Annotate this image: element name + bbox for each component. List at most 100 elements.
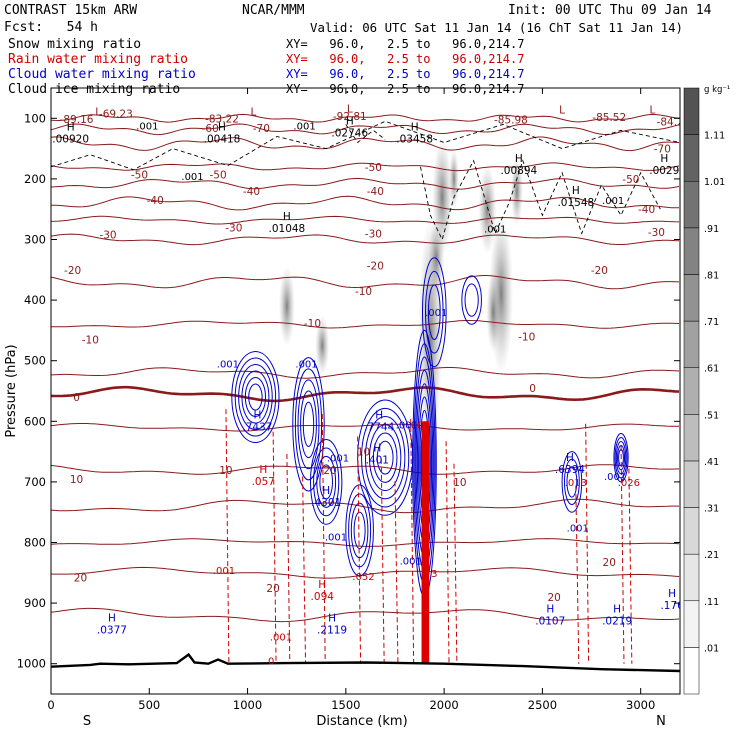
temperature-label: 10 [219, 465, 232, 477]
snow-shade-blob [486, 272, 501, 353]
contour-value-label: .001 [484, 225, 506, 236]
rain-water-core [421, 421, 425, 664]
cloud-water-contour [566, 466, 578, 498]
colorbar-swatch [683, 320, 700, 368]
cloud-water-contour [361, 407, 410, 508]
rain-water-contour [410, 418, 415, 664]
colorbar-swatch [683, 647, 700, 695]
colorbar-label: 1.01 [704, 177, 725, 188]
temperature-contour-line [51, 123, 680, 136]
cloud-water-contour [309, 439, 343, 525]
colorbar-swatch [683, 553, 700, 602]
y-axis-label: Pressure (hPa) [4, 344, 19, 437]
cloud-water-contour [348, 493, 372, 568]
contour-value-label: .001 [270, 632, 292, 643]
max-marker-h: H [373, 443, 381, 455]
max-marker-h: H [668, 588, 676, 600]
cloud-water-contour [297, 379, 320, 470]
temperature-label: -20 [367, 261, 384, 273]
temperature-label: 20 [603, 557, 616, 569]
rain-water-contour [453, 463, 458, 664]
contour-value-label: .001 [213, 566, 235, 577]
max-marker-h: H [283, 211, 291, 223]
cloud-water-contour [561, 451, 583, 513]
cloud-water-contour [376, 440, 394, 475]
temperature-label: -92.81 [333, 111, 367, 123]
max-marker-value: .02746 [331, 127, 368, 139]
colorbar-swatch [683, 600, 700, 648]
snow-shade-blob [432, 137, 453, 258]
temperature-label: -85.52 [592, 112, 626, 124]
cloud-water-contour [372, 432, 398, 483]
y-tick-label: 100 [24, 111, 46, 125]
max-marker-h: H [218, 121, 226, 133]
rain-water-contour [394, 481, 399, 664]
contour-value-label: .001 [327, 454, 349, 465]
max-marker-value: .401 [366, 455, 389, 467]
temperature-label: -30 [365, 228, 382, 240]
temperature-label: 20 [74, 573, 87, 585]
colorbar-label: 1.11 [704, 131, 725, 142]
max-marker-value: .01048 [269, 223, 306, 235]
max-marker-value: .0377 [97, 624, 127, 636]
colorbar-swatch [683, 274, 700, 322]
temperature-label: -69.23 [99, 108, 133, 120]
temperature-label: -85.98 [494, 115, 528, 127]
contour-value-label: .001 [425, 308, 447, 319]
temperature-label: -20 [64, 265, 81, 277]
temperature-label: -50 [131, 170, 148, 182]
colorbar-swatch [683, 460, 700, 508]
legend-rain-name: Rain water mixing ratio [8, 52, 189, 67]
max-marker-h: H [318, 579, 326, 591]
cloud-water-contour [231, 351, 280, 444]
terrain-line [51, 652, 680, 673]
colorbar-swatch [683, 414, 700, 462]
y-tick-label: 300 [24, 233, 46, 247]
rain-water-contour [357, 436, 362, 664]
contour-value-label: .001 [604, 472, 626, 483]
max-marker-h: H [322, 485, 330, 497]
temperature-contour-line [51, 320, 680, 329]
cloud-water-contour [294, 368, 323, 481]
cloud-water-contour [302, 401, 315, 448]
temperature-label: -60 [202, 123, 219, 135]
snow-shade-blob [278, 266, 295, 347]
temperature-label: -30 [225, 222, 242, 234]
x-end-left: S [83, 714, 91, 729]
temperature-contour-line [51, 215, 680, 225]
temperature-label: 0 [529, 383, 536, 395]
y-tick-label: 900 [24, 596, 46, 610]
y-tick-label: 500 [24, 354, 46, 368]
legend-cloudw-name: Cloud water mixing ratio [8, 67, 196, 82]
temperature-label: 10 [453, 477, 466, 489]
max-marker-h: H [108, 612, 116, 624]
contour-value-label: .001 [295, 360, 317, 371]
colorbar: .01 .11 .21 .31 .41 .51 .61 .71 .81 .91 1.01 1.11 [683, 87, 725, 695]
max-marker-value: .2119 [317, 624, 347, 636]
colorbar-swatch [683, 227, 700, 275]
temperature-label: -40 [367, 186, 384, 198]
header-init: Init: 00 UTC Thu 09 Jan 14 [508, 3, 712, 18]
max-marker-h: H [411, 121, 419, 133]
temperature-label: 10 [70, 474, 83, 486]
max-marker-h: H [515, 153, 523, 165]
temperature-label: -20 [591, 265, 608, 277]
temperature-label: -30 [99, 230, 116, 242]
temperature-label: -50 [210, 170, 227, 182]
temperature-contour-line [51, 538, 680, 547]
max-marker-h: H [572, 185, 580, 197]
temperature-label: -40 [243, 186, 260, 198]
temperature-contour-line [51, 136, 680, 152]
max-marker-value: .094 [311, 591, 335, 603]
max-marker-value: .7437 [242, 421, 272, 433]
max-marker-value: .4301 [311, 497, 341, 509]
max-marker-h: H [259, 464, 267, 476]
max-marker-h: H [613, 603, 621, 615]
snow-shade-blob [448, 148, 459, 209]
temperature-contour-line [51, 113, 680, 123]
max-marker-value: .0029 [649, 165, 679, 177]
x-tick-label: 2000 [429, 698, 458, 712]
contour-value-label: .026 [618, 478, 640, 489]
temperature-label: -10 [304, 318, 321, 330]
colorbar-swatch [683, 87, 700, 135]
